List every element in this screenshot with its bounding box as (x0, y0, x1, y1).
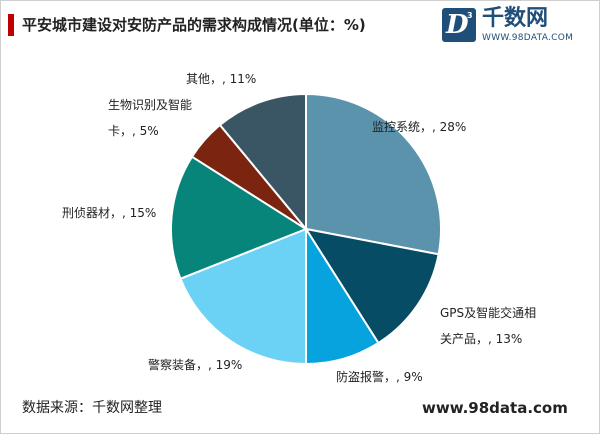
pie-slice-6 (218, 92, 307, 232)
slice-label-line: 监控系统，, 28% (372, 120, 467, 134)
logo-name: 千数网 (482, 6, 549, 31)
slice-label-5: 生物识别及智能 卡，, 5% (108, 96, 192, 140)
slice-label-3: 警察装备，, 19% (148, 356, 242, 374)
slice-label-4: 刑侦器材，, 15% (62, 204, 156, 222)
data-source: 数据来源：千数网整理 (22, 400, 162, 416)
slice-label-line: 生物识别及智能 (108, 98, 193, 112)
logo-badge-icon: D 3 (442, 8, 476, 42)
slice-label-line: 卡，, 5% (108, 124, 159, 138)
slice-label-line: 其他，, 11% (186, 72, 257, 86)
logo-url: WWW.98DATA.COM (482, 33, 574, 43)
slice-label-6: 其他，, 11% (186, 70, 256, 88)
slice-label-line: 刑侦器材，, 15% (62, 206, 157, 220)
pie-slice-3 (179, 227, 307, 366)
logo-letter: D (446, 10, 469, 40)
slice-label-1: GPS及智能交通相 关产品，, 13% (440, 304, 536, 348)
pie-slice-0 (305, 92, 442, 256)
slice-label-line: 警察装备，, 19% (148, 358, 243, 372)
brand-logo: D 3 千数网 WWW.98DATA.COM (442, 6, 592, 50)
slice-label-2: 防盗报警，, 9% (336, 368, 423, 386)
slice-label-line: GPS及智能交通相 (440, 306, 537, 320)
slice-label-0: 监控系统，, 28% (372, 118, 466, 136)
slice-label-line: 防盗报警，, 9% (336, 370, 423, 384)
pie-slice-1 (303, 227, 440, 345)
slice-label-line: 关产品，, 13% (440, 332, 523, 346)
title-accent-bar (8, 14, 14, 36)
chart-title: 平安城市建设对安防产品的需求构成情况(单位：%) (22, 16, 366, 34)
website-url: www.98data.com (422, 399, 568, 417)
logo-superscript: 3 (467, 11, 473, 20)
pie-slice-4 (170, 155, 309, 280)
